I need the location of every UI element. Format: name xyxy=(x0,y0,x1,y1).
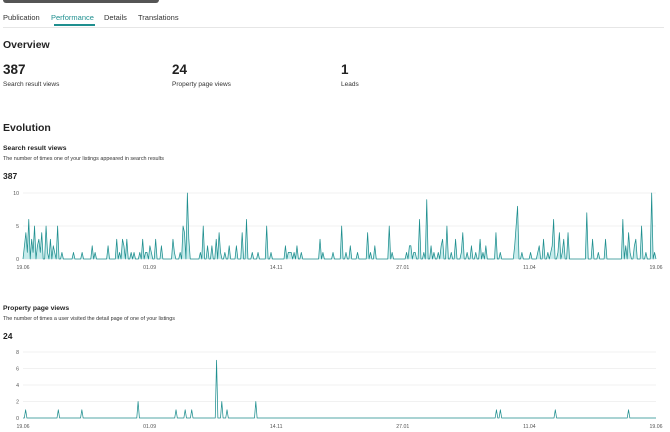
property-chart-total: 24 xyxy=(3,331,13,341)
search-chart-y-tick-0: 0 xyxy=(16,257,19,263)
search-chart-x-tick-0: 19.06 xyxy=(17,265,30,271)
property-chart-y-tick-1: 2 xyxy=(16,399,19,405)
search-chart-x-tick-4: 11.04 xyxy=(523,265,536,271)
property-chart-x-tick-1: 01.09 xyxy=(143,424,156,430)
evolution-heading: Evolution xyxy=(3,122,51,134)
overview-heading: Overview xyxy=(3,39,50,51)
active-tab-indicator xyxy=(54,24,95,26)
property-chart-y-tick-3: 6 xyxy=(16,366,19,372)
tab-publication[interactable]: Publication xyxy=(3,13,40,22)
search-chart-x-tick-2: 14.11 xyxy=(270,265,283,271)
search-chart-x-tick-5: 19.06 xyxy=(650,265,663,271)
metric-label-search-views: Search result views xyxy=(3,81,60,88)
property-chart-series-line xyxy=(23,359,656,419)
metric-value-property-views: 24 xyxy=(172,62,188,77)
search-chart-description: The number of times one of your listings… xyxy=(3,156,164,162)
property-views-chart: 0 2 4 6 8 19.06 01.09 14.11 27.01 11.04 19.06 xyxy=(16,350,663,430)
search-chart-title: Search result views xyxy=(3,145,67,152)
property-chart-x-tick-4: 11.04 xyxy=(523,424,536,430)
property-chart-x-tick-5: 19.06 xyxy=(650,424,663,430)
tab-translations[interactable]: Translations xyxy=(138,13,179,22)
property-chart-y-tick-4: 8 xyxy=(16,350,19,356)
search-chart-x-tick-3: 27.01 xyxy=(396,265,409,271)
property-chart-x-tick-2: 14.11 xyxy=(270,424,283,430)
metric-value-search-views: 387 xyxy=(3,62,26,77)
metric-value-leads: 1 xyxy=(341,62,349,77)
search-views-chart: 0 5 10 19.06 01.09 14.11 27.01 11.04 19.06 xyxy=(13,191,663,271)
property-chart-y-tick-2: 4 xyxy=(16,383,19,389)
search-chart-series-line xyxy=(22,192,657,260)
tab-bar: Publication Performance Details Translat… xyxy=(3,13,664,28)
tab-details[interactable]: Details xyxy=(104,13,127,22)
search-chart-x-tick-1: 01.09 xyxy=(143,265,156,271)
property-chart-title: Property page views xyxy=(3,305,70,312)
property-chart-description: The number of times a user visited the d… xyxy=(3,316,175,322)
property-chart-x-tick-3: 27.01 xyxy=(396,424,409,430)
property-chart-y-tick-0: 0 xyxy=(16,416,19,422)
metric-label-leads: Leads xyxy=(341,81,359,88)
metric-label-property-views: Property page views xyxy=(172,81,231,88)
search-chart-y-tick-1: 5 xyxy=(16,224,19,230)
search-chart-area xyxy=(23,193,656,259)
listing-image-strip xyxy=(3,0,159,3)
tab-performance[interactable]: Performance xyxy=(51,13,94,22)
property-chart-x-tick-0: 19.06 xyxy=(17,424,30,430)
search-chart-y-tick-2: 10 xyxy=(13,191,19,197)
search-chart-total: 387 xyxy=(3,171,18,181)
